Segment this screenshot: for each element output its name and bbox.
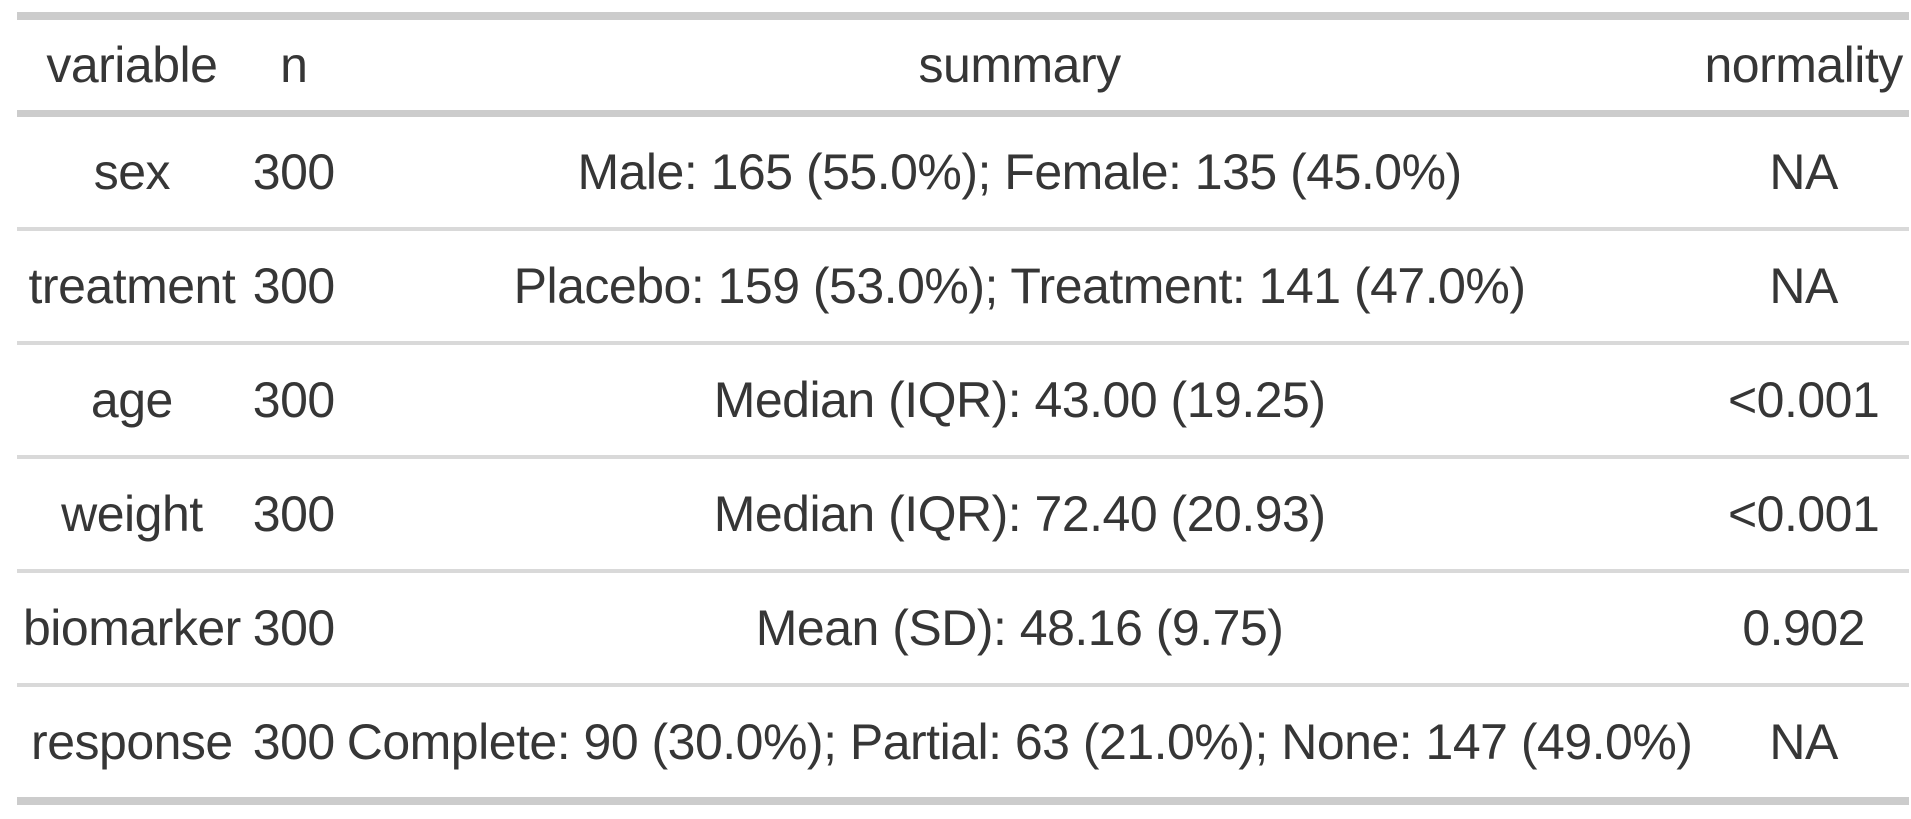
cell-summary: Mean (SD): 48.16 (9.75) (340, 571, 1699, 687)
column-header-n: n (246, 16, 341, 117)
cell-variable: biomarker (17, 571, 247, 687)
cell-n: 300 (246, 343, 341, 459)
cell-summary: Median (IQR): 72.40 (20.93) (340, 457, 1699, 573)
table-row-biomarker: biomarker 300 Mean (SD): 48.16 (9.75) 0.… (17, 571, 1909, 687)
table-row-response: response 300 Complete: 90 (30.0%); Parti… (17, 685, 1909, 801)
table-row-sex: sex 300 Male: 165 (55.0%); Female: 135 (… (17, 113, 1909, 231)
cell-summary: Placebo: 159 (53.0%); Treatment: 141 (47… (340, 229, 1699, 345)
table-header-row: variable n summary normality (17, 16, 1909, 117)
cell-variable: age (17, 343, 247, 459)
cell-n: 300 (246, 457, 341, 573)
cell-variable: treatment (17, 229, 247, 345)
cell-n: 300 (246, 229, 341, 345)
table-body: sex 300 Male: 165 (55.0%); Female: 135 (… (17, 113, 1909, 802)
summary-table-container: variable n summary normality sex 300 Mal… (17, 12, 1909, 805)
column-header-normality: normality (1698, 16, 1909, 117)
summary-table: variable n summary normality sex 300 Mal… (17, 12, 1909, 805)
cell-n: 300 (246, 113, 341, 231)
cell-n: 300 (246, 571, 341, 687)
cell-normality: 0.902 (1698, 571, 1909, 687)
cell-summary: Male: 165 (55.0%); Female: 135 (45.0%) (340, 113, 1699, 231)
table-row-treatment: treatment 300 Placebo: 159 (53.0%); Trea… (17, 229, 1909, 345)
cell-normality: NA (1698, 229, 1909, 345)
column-header-variable: variable (17, 16, 247, 117)
table-row-age: age 300 Median (IQR): 43.00 (19.25) <0.0… (17, 343, 1909, 459)
cell-normality: <0.001 (1698, 457, 1909, 573)
cell-normality: NA (1698, 113, 1909, 231)
cell-n: 300 (252, 714, 335, 770)
table-row-weight: weight 300 Median (IQR): 72.40 (20.93) <… (17, 457, 1909, 573)
cell-variable: sex (17, 113, 247, 231)
cell-variable: weight (17, 457, 247, 573)
cell-summary: Median (IQR): 43.00 (19.25) (340, 343, 1699, 459)
cell-variable: response (31, 714, 233, 770)
column-header-summary: summary (340, 16, 1699, 117)
cell-normality: NA (1769, 714, 1838, 770)
table-header: variable n summary normality (17, 16, 1909, 117)
cell-summary: Complete: 90 (30.0%); Partial: 63 (21.0%… (346, 714, 1693, 770)
cell-normality: <0.001 (1698, 343, 1909, 459)
